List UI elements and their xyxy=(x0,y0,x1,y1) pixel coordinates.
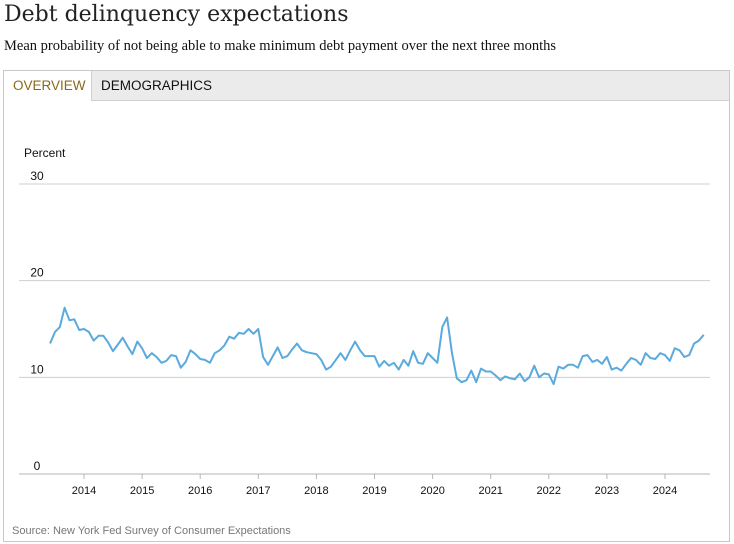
series-line-0 xyxy=(49,306,705,386)
chart-panel: OVERVIEW DEMOGRAPHICS xyxy=(3,70,730,542)
y-tick-label: 10 xyxy=(30,362,44,376)
y-tick-label: 20 xyxy=(30,266,44,280)
y-tick-label: 0 xyxy=(34,459,41,473)
x-tick-label: 2014 xyxy=(72,485,96,497)
x-tick-label: 2016 xyxy=(188,485,212,497)
source-note: Source: New York Fed Survey of Consumer … xyxy=(12,525,291,537)
x-tick-label: 2018 xyxy=(304,485,328,497)
x-tick-label: 2023 xyxy=(595,485,619,497)
page-subtitle: Mean probability of not being able to ma… xyxy=(4,38,557,54)
tab-overview[interactable]: OVERVIEW xyxy=(4,71,92,101)
y-tick-labels: 0 10 20 30 xyxy=(30,169,44,473)
x-tick-label: 2015 xyxy=(130,485,154,497)
gridlines xyxy=(19,183,710,475)
x-tick-label: 2017 xyxy=(246,485,270,497)
x-tick-label: 2020 xyxy=(420,485,444,497)
y-tick-label: 30 xyxy=(30,169,44,183)
tab-demographics[interactable]: DEMOGRAPHICS xyxy=(101,78,213,93)
x-tick-label: 2022 xyxy=(537,485,561,497)
x-tick-label: 2024 xyxy=(653,485,677,497)
x-tick-label: 2021 xyxy=(478,485,502,497)
tab-bar: OVERVIEW DEMOGRAPHICS xyxy=(4,71,729,101)
series-group xyxy=(49,306,705,386)
x-tick-labels: 2014 2015 2016 2017 2018 2019 2020 2021 2022 2023… xyxy=(72,474,677,497)
x-tick-label: 2019 xyxy=(362,485,386,497)
page-title: Debt delinquency expectations xyxy=(4,2,349,27)
y-axis-label: Percent xyxy=(24,146,66,160)
